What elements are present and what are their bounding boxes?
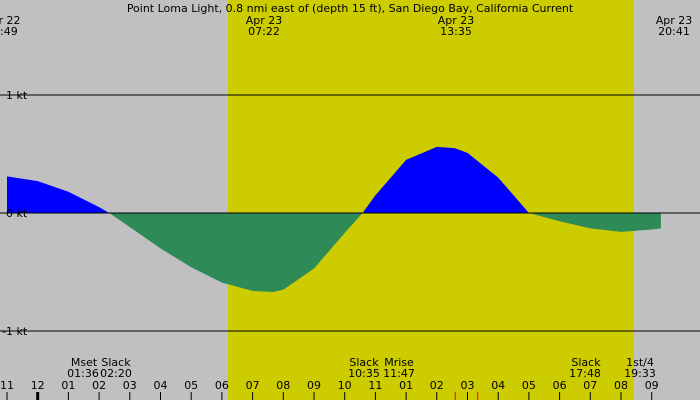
- event-time-slack-1: 02:20: [100, 367, 132, 380]
- hour-tick-label: 02: [430, 379, 444, 392]
- current-areas: [7, 146, 661, 293]
- event-time-slack-2: 10:35: [348, 367, 380, 380]
- event-label-sunset-apr22: Apr 22: [0, 14, 21, 27]
- hour-tick-label: 10: [338, 379, 352, 392]
- hour-tick-label: 07: [246, 379, 260, 392]
- hour-tick-label: 05: [184, 379, 198, 392]
- event-label-first-quarter: 1st/4: [626, 356, 654, 369]
- event-time-mrise: 11:47: [383, 367, 415, 380]
- event-label-sunrise: Apr 23: [246, 14, 283, 27]
- event-label-max-current: Apr 23: [438, 14, 475, 27]
- event-label-mrise: Mrise: [384, 356, 414, 369]
- flood-area-0: [7, 176, 110, 213]
- event-label-slack-3: Slack: [571, 356, 601, 369]
- event-label-sunset-apr23: Apr 23: [656, 14, 693, 27]
- y-tick-label-0kt: 0 kt: [6, 207, 28, 220]
- hour-tick-label: 11: [0, 379, 14, 392]
- hour-tick-label: 05: [522, 379, 536, 392]
- hour-tick-label: 03: [123, 379, 137, 392]
- event-time-first-quarter: 19:33: [624, 367, 656, 380]
- night-band-right: [634, 0, 700, 400]
- event-label-slack-1: Slack: [101, 356, 131, 369]
- event-time-max-current: 13:35: [440, 25, 472, 38]
- hour-tick-label: 12: [31, 379, 45, 392]
- hour-tick-label: 09: [307, 379, 321, 392]
- hour-axis: 11 12 01 02 03 04 05 06 07 08 09 10 11 01 02 03 04 05 06 07…: [0, 379, 659, 400]
- ebb-area-3: [528, 213, 661, 232]
- hour-tick-label: 01: [61, 379, 75, 392]
- hour-tick-label: 07: [583, 379, 597, 392]
- hour-tick-label: 02: [92, 379, 106, 392]
- event-time-sunset-apr22: 18:49: [0, 25, 18, 38]
- event-time-slack-3: 17:48: [569, 367, 601, 380]
- event-time-mset: 01:36: [67, 367, 99, 380]
- event-label-mset: Mset: [71, 356, 98, 369]
- hour-tick-label: 06: [553, 379, 567, 392]
- y-tick-label-1kt: 1 kt: [6, 89, 28, 102]
- hour-tick-label: 08: [276, 379, 290, 392]
- chart-title: Point Loma Light, 0.8 nmi east of (depth…: [127, 2, 574, 15]
- event-time-sunset-apr23: 20:41: [658, 25, 690, 38]
- hour-tick-label: 11: [368, 379, 382, 392]
- event-time-sunrise: 07:22: [248, 25, 280, 38]
- hour-tick-label: 01: [399, 379, 413, 392]
- hour-tick-label: 09: [645, 379, 659, 392]
- hour-tick-label: 06: [215, 379, 229, 392]
- y-tick-label-neg1kt: -1 kt: [2, 325, 28, 338]
- hour-tick-label: 04: [154, 379, 168, 392]
- ebb-area-1: [109, 213, 363, 293]
- flood-area-2: [362, 146, 529, 213]
- hour-tick-label: 03: [461, 379, 475, 392]
- event-label-slack-2: Slack: [349, 356, 379, 369]
- hour-tick-label: 08: [614, 379, 628, 392]
- hour-tick-label: 04: [491, 379, 505, 392]
